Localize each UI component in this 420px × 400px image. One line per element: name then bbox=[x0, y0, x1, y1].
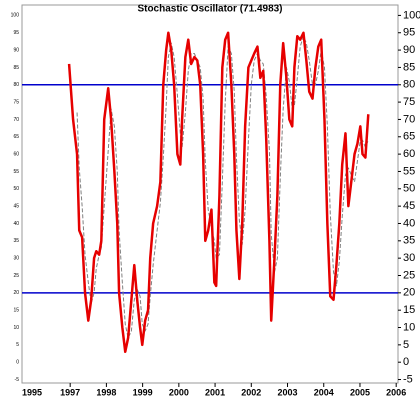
y-tick-label: 80 bbox=[403, 79, 415, 91]
y-tick-label: 5 bbox=[403, 339, 409, 351]
y-tick-label: 40 bbox=[403, 217, 415, 229]
y-tick-label-left: -5 bbox=[15, 377, 20, 383]
y-tick-label-left: 25 bbox=[13, 273, 19, 279]
series-line bbox=[67, 31, 370, 354]
y-tick-label: 10 bbox=[403, 321, 415, 333]
y-tick-label-left: 15 bbox=[13, 308, 19, 314]
y-tick-label-left: 80 bbox=[13, 82, 19, 88]
y-tick-label-left: 65 bbox=[13, 134, 19, 140]
y-tick-label: 20 bbox=[403, 287, 415, 299]
y-tick-label: 95 bbox=[403, 27, 415, 39]
y-tick-label: 85 bbox=[403, 61, 415, 73]
y-tick-label: 60 bbox=[403, 148, 415, 160]
y-tick-label-left: 10 bbox=[13, 325, 19, 331]
y-tick-label-left: 55 bbox=[13, 169, 19, 175]
y-tick-label-left: 90 bbox=[13, 47, 19, 53]
x-tick-label: 2006 bbox=[386, 387, 406, 397]
y-tick-label: 90 bbox=[403, 44, 415, 56]
y-tick-label-left: 75 bbox=[13, 99, 19, 105]
x-tick-label: 2002 bbox=[241, 387, 261, 397]
y-tick-label-left: 30 bbox=[13, 255, 19, 261]
y-tick-label: 15 bbox=[403, 304, 415, 316]
y-tick-label-left: 95 bbox=[13, 30, 19, 36]
y-tick-label-left: 100 bbox=[11, 13, 20, 19]
y-tick-label-left: 60 bbox=[13, 151, 19, 157]
y-tick-label: 65 bbox=[403, 131, 415, 143]
y-tick-label-left: 45 bbox=[13, 203, 19, 209]
y-tick-label-left: 40 bbox=[13, 221, 19, 227]
y-tick-label-left: 0 bbox=[16, 360, 19, 366]
y-tick-label: 50 bbox=[403, 183, 415, 195]
y-tick-label: 70 bbox=[403, 113, 415, 125]
y-tick-label: 55 bbox=[403, 165, 415, 177]
y-tick-label-left: 35 bbox=[13, 238, 19, 244]
y-tick-label: 0 bbox=[403, 356, 409, 368]
y-tick-label-left: 70 bbox=[13, 117, 19, 123]
y-tick-label: 30 bbox=[403, 252, 415, 264]
y-tick-label: -5 bbox=[403, 373, 413, 385]
chart-title: Stochastic Oscillator (71.4983) bbox=[137, 4, 282, 15]
plot-frame bbox=[21, 4, 399, 384]
y-tick-label-left: 20 bbox=[13, 290, 19, 296]
y-tick-label-left: 85 bbox=[13, 65, 19, 71]
x-tick-label: 1997 bbox=[60, 387, 80, 397]
y-tick-label: 75 bbox=[403, 96, 415, 108]
x-tick-label: 2005 bbox=[350, 387, 370, 397]
x-tick-label: 2004 bbox=[314, 387, 334, 397]
y-tick-label: 100 bbox=[403, 9, 420, 21]
x-tick-label: 2000 bbox=[169, 387, 189, 397]
y-tick-label-left: 5 bbox=[16, 342, 19, 348]
series-line bbox=[76, 35, 369, 339]
x-tick-label: 2003 bbox=[278, 387, 298, 397]
y-tick-label: 35 bbox=[403, 235, 415, 247]
y-tick-label: 25 bbox=[403, 269, 415, 281]
y-tick-label: 45 bbox=[403, 200, 415, 212]
x-tick-label: 1998 bbox=[96, 387, 116, 397]
y-tick-label-left: 50 bbox=[13, 186, 19, 192]
x-tick-label: 2001 bbox=[205, 387, 225, 397]
x-tick-label: 1995 bbox=[22, 387, 42, 397]
x-tick-label: 1999 bbox=[133, 387, 153, 397]
